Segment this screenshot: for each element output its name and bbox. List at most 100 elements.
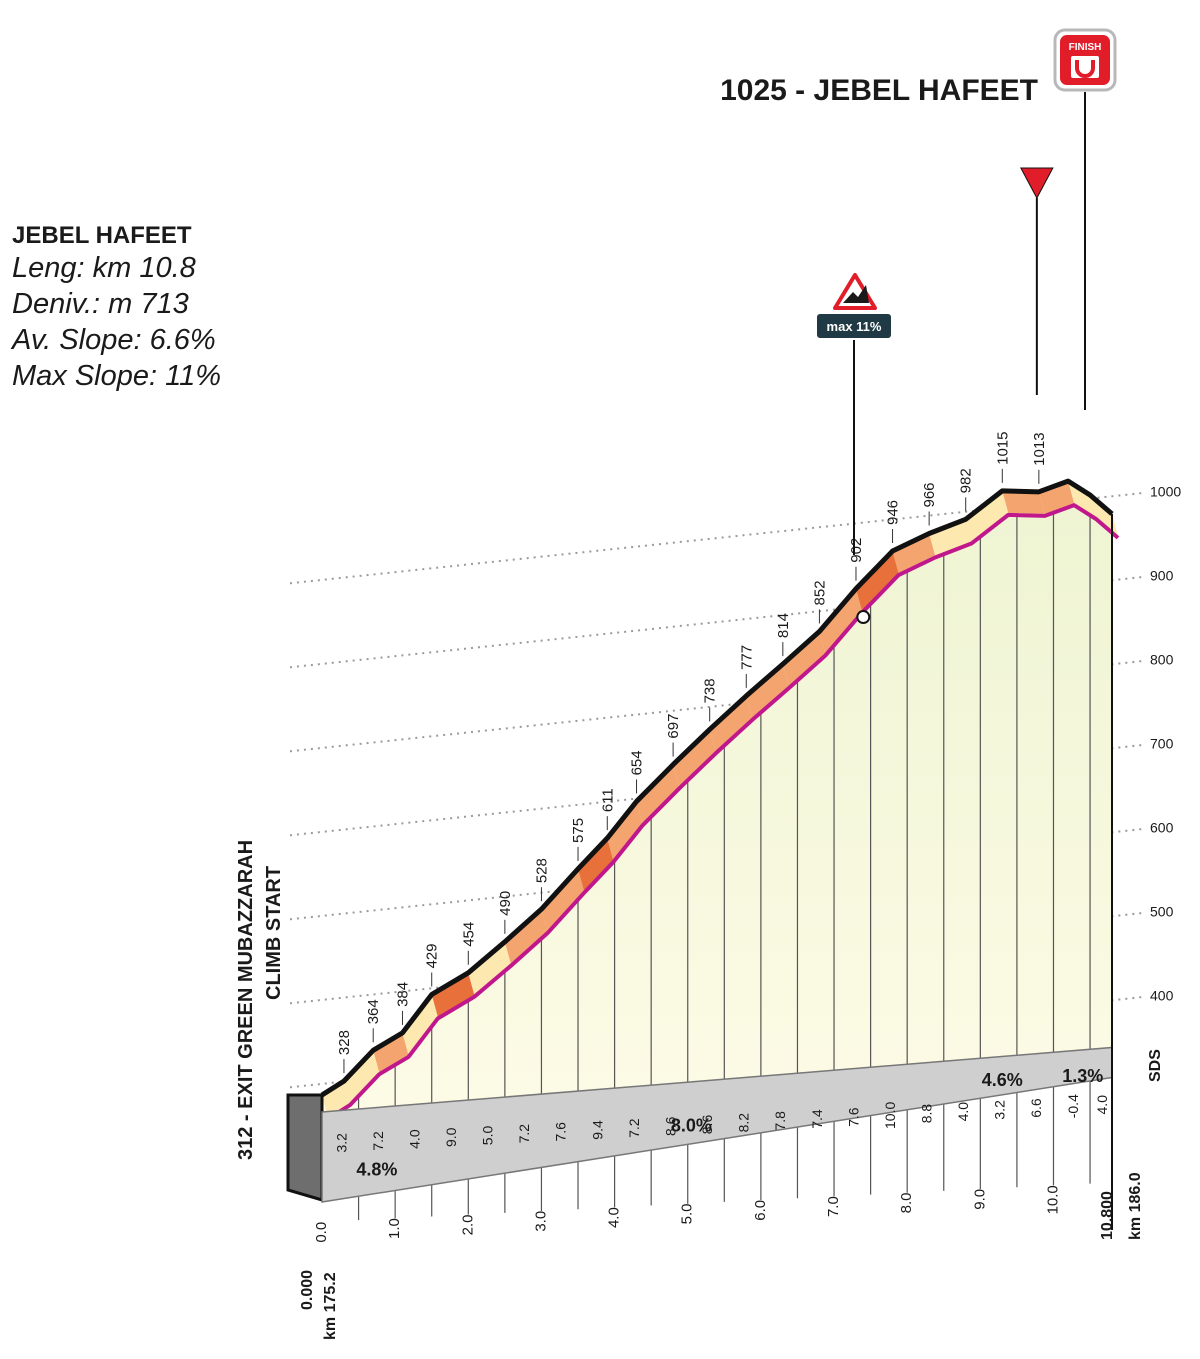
gradient-value: 7.2 — [516, 1124, 532, 1144]
gradient-value: 8.6 — [699, 1115, 715, 1135]
climb-info: JEBEL HAFEET Leng: km 10.8 Deniv.: m 713… — [10, 222, 221, 392]
road-band-segment — [504, 909, 548, 964]
km-tick-2.0: 2.0 — [459, 1214, 476, 1235]
altitude-labels: 328 364 384 429 454 490 528 575 611 654 697 738 777 8… — [336, 431, 1048, 1074]
altitude-label: 654 — [629, 750, 646, 775]
flamme-rouge-icon — [1020, 167, 1054, 200]
road-band-segment — [636, 764, 680, 824]
gradient-value: 8.6 — [662, 1116, 678, 1136]
altitude-label: 814 — [775, 613, 792, 638]
gradient-value: 7.6 — [553, 1122, 569, 1142]
road-band-segment — [673, 729, 716, 787]
max-slope-badge: max 11% — [827, 319, 882, 334]
altitude-label: 946 — [885, 500, 902, 525]
route-markers — [853, 92, 1086, 625]
start-km-stage: km 175.2 — [322, 1272, 339, 1340]
road-band-segment — [541, 868, 585, 932]
altitude-label: 1013 — [1031, 432, 1048, 465]
km-tick-3.0: 3.0 — [532, 1211, 549, 1232]
road-band-segment — [431, 972, 475, 1017]
km-tick-1.0: 1.0 — [386, 1218, 403, 1239]
segment-label: 4.8% — [356, 1159, 397, 1179]
road-band-segment — [782, 631, 826, 687]
gradient-value: 8.2 — [736, 1113, 752, 1133]
km-tick-6.0: 6.0 — [752, 1200, 769, 1221]
gradient-value: 7.2 — [626, 1118, 642, 1138]
info-deniv: Deniv.: m 713 — [12, 288, 189, 320]
y-tick-600: 600 — [1150, 820, 1174, 836]
road-band-segment — [468, 941, 511, 995]
max-slope-marker: max 11% — [817, 273, 891, 338]
summit-label: 1025 - JEBEL HAFEET — [720, 74, 1038, 107]
road-band-segment — [402, 994, 438, 1055]
gradient-value: -0.4 — [1065, 1094, 1081, 1118]
altitude-label: 528 — [533, 858, 550, 883]
altitude-label: 611 — [599, 788, 616, 812]
road-band-segment — [1068, 481, 1097, 517]
altitude-label: 429 — [424, 943, 441, 968]
start-label-line-2: CLIMB START — [263, 866, 285, 1000]
max-slope-icon — [833, 273, 877, 310]
road-band-segment — [929, 519, 972, 556]
gradient-value: 9.4 — [589, 1120, 605, 1140]
max-slope-dot — [856, 610, 871, 625]
gradient-value: 3.2 — [333, 1133, 349, 1153]
gridline-1000 — [289, 492, 1143, 585]
road-band-segment — [746, 664, 789, 718]
end-km-stage: km 186.0 — [1127, 1172, 1144, 1240]
altitude-label: 364 — [365, 999, 382, 1024]
gradient-value: 4.0 — [406, 1129, 422, 1149]
gradient-value: 8.8 — [918, 1104, 934, 1124]
altitude-label: 328 — [336, 1030, 353, 1055]
altitude-label: 454 — [460, 922, 477, 947]
y-tick-700: 700 — [1150, 736, 1174, 752]
info-max-slope: Max Slope: 11% — [12, 360, 221, 392]
start-label-line-1: 312 - EXIT GREEN MUBAZZARAH — [235, 840, 257, 1160]
gradient-value: 5.0 — [480, 1126, 496, 1146]
end-km-distance: 10.800 — [1099, 1191, 1116, 1240]
altitude-label: 384 — [394, 982, 411, 1007]
gradient-value: 7.6 — [845, 1107, 861, 1127]
km-tick-8.0: 8.0 — [898, 1193, 915, 1214]
finish-icon-label: FINISH — [1069, 42, 1102, 53]
altitude-label: 575 — [570, 818, 587, 843]
start-label: 312 - EXIT GREEN MUBAZZARAH CLIMB START — [235, 840, 285, 1160]
road-band-segment — [892, 533, 936, 574]
gradient-value: 7.2 — [370, 1131, 386, 1151]
altitude-label: 852 — [811, 580, 828, 605]
y-tick-400: 400 — [1150, 988, 1174, 1004]
y-tick-900: 900 — [1150, 568, 1174, 584]
altitude-label: 902 — [848, 538, 865, 563]
road-band-segment — [607, 801, 643, 861]
km-tick-0.0: 0.0 — [313, 1222, 330, 1243]
sds-label: SDS — [1147, 1049, 1164, 1082]
altitude-label: 966 — [921, 482, 938, 507]
road-band-segment — [965, 490, 1009, 542]
base-band: 3.2 7.2 4.0 9.0 5.0 7.2 7.6 9.4 7.2 8.6 8.6 8.2 7.8 7… — [313, 1046, 1113, 1243]
km-tick-10.0: 10.0 — [1044, 1185, 1061, 1214]
km-tick-7.0: 7.0 — [825, 1196, 842, 1217]
y-tick-800: 800 — [1150, 652, 1174, 668]
info-title: JEBEL HAFEET — [12, 222, 192, 249]
gridline-800 — [289, 660, 1143, 753]
segment-label: 1.3% — [1062, 1066, 1103, 1086]
gradient-value: 7.8 — [772, 1111, 788, 1131]
road-band-segment — [855, 551, 899, 611]
road-band-segment — [373, 1032, 409, 1073]
segment-label: 8.0% — [671, 1116, 712, 1136]
km-tick-4.0: 4.0 — [606, 1207, 623, 1228]
gradient-value: 4.0 — [1094, 1095, 1110, 1115]
info-avg-slope: Av. Slope: 6.6% — [10, 324, 216, 356]
altitude-label: 697 — [665, 714, 682, 739]
road-band-segment — [819, 588, 862, 654]
segment-label: 4.6% — [982, 1070, 1023, 1090]
road-band-segment — [343, 1050, 380, 1104]
finish-icon: FINISH — [1053, 28, 1117, 92]
gradient-value: 6.6 — [1028, 1098, 1044, 1118]
info-length: Leng: km 10.8 — [12, 252, 196, 284]
gradient-value: 9.0 — [443, 1127, 459, 1147]
profile-outline — [320, 478, 1114, 1098]
altitude-label: 490 — [497, 891, 514, 916]
altitude-label: 1015 — [994, 431, 1011, 464]
